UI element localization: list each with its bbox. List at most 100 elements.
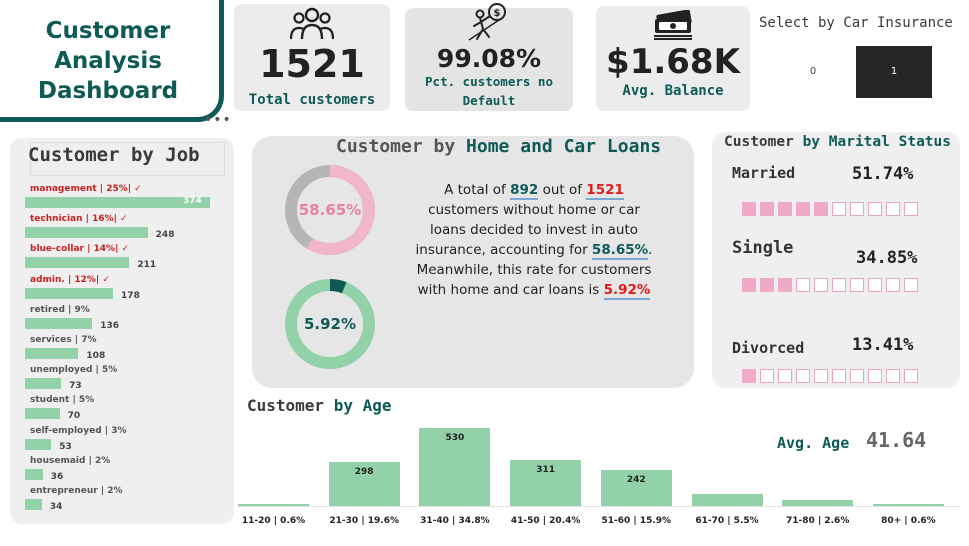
age-title: Customer by Age xyxy=(247,396,392,415)
job-count: 374 xyxy=(183,196,202,206)
job-row[interactable]: blue-collar | 14%| ✓ 211 xyxy=(25,244,156,270)
marital-square xyxy=(904,369,918,383)
age-bar xyxy=(510,460,582,506)
loans-panel: Customer by Home and Car Loans 58.65% 5.… xyxy=(252,136,694,388)
title-line-1: Customer Analysis xyxy=(45,18,171,74)
job-bar xyxy=(25,378,62,390)
job-label: admin. | 12%| ✓ xyxy=(30,274,110,285)
avg-balance-value: $1.68K xyxy=(606,42,740,82)
debt-free-icon: $ xyxy=(405,2,573,46)
no-loans-donut xyxy=(285,165,375,255)
job-label: student | 5% xyxy=(30,395,95,406)
job-count: 108 xyxy=(86,351,106,361)
marital-square xyxy=(886,278,900,292)
age-bar xyxy=(782,500,854,506)
kpi-total-customers: 1521 Total customers xyxy=(234,4,390,111)
single-pct: 34.85% xyxy=(856,248,918,268)
more-options-icon[interactable]: ••• xyxy=(204,112,232,128)
no-loans-pct: 58.65% xyxy=(298,201,362,219)
rate-with-loans: 5.92% xyxy=(603,282,651,300)
married-squares xyxy=(742,202,918,216)
marital-square xyxy=(760,202,774,216)
marital-square xyxy=(904,202,918,216)
dashboard-title-card: Customer Analysis Dashboard xyxy=(0,0,224,122)
age-title-a: Customer xyxy=(247,396,334,415)
job-row[interactable]: retired | 9% 136 xyxy=(25,304,119,331)
avg-age-value: 41.64 xyxy=(866,428,927,452)
age-category-label: 31-40 | 34.8% xyxy=(420,516,490,526)
slicer-option-1[interactable]: 1 xyxy=(856,46,932,98)
job-label: retired | 9% xyxy=(30,304,90,315)
age-category-label: 21-30 | 19.6% xyxy=(329,516,399,526)
job-row[interactable]: technician | 16%| ✓ 248 xyxy=(25,214,174,240)
avg-balance-label: Avg. Balance xyxy=(622,83,724,99)
age-category-label: 11-20 | 0.6% xyxy=(241,516,306,526)
job-row[interactable]: housemaid | 2% 36 xyxy=(25,456,110,482)
no-default-label-line2: Default xyxy=(462,93,516,108)
marital-title: Customer by Marital Status xyxy=(724,134,951,150)
loans-title: Customer by Home and Car Loans xyxy=(336,136,661,157)
job-count: 211 xyxy=(137,260,157,271)
job-count: 73 xyxy=(69,381,82,392)
marital-square xyxy=(778,278,792,292)
job-bar xyxy=(25,348,79,359)
job-count: 34 xyxy=(49,502,63,512)
job-row[interactable]: services | 7% 108 xyxy=(25,335,105,361)
ring2-arc xyxy=(285,279,375,369)
single-label: Single xyxy=(732,238,794,258)
marital-square xyxy=(760,369,774,383)
age-bar-value: 311 xyxy=(536,465,555,476)
slicer-option-0[interactable]: 0 xyxy=(809,66,817,77)
kpi-no-default: $ 99.08% Pct. customers no Default xyxy=(405,3,573,111)
job-row[interactable]: self-employed | 3% 53 xyxy=(25,426,126,452)
marital-square xyxy=(886,202,900,216)
job-bar xyxy=(25,257,130,269)
age-category-label: 61-70 | 5.5% xyxy=(695,516,759,526)
married-pct: 51.74% xyxy=(852,164,914,184)
job-label: entrepreneur | 2% xyxy=(30,486,123,496)
age-axis-baseline xyxy=(238,506,960,507)
count-no-loans: 892 xyxy=(510,182,539,200)
job-label: management | 25%| ✓ xyxy=(30,184,142,194)
rate-no-loans: 58.65% xyxy=(591,242,649,260)
age-bar xyxy=(328,462,400,506)
marital-square xyxy=(814,369,828,383)
job-count: 136 xyxy=(100,320,120,331)
marital-square xyxy=(832,369,846,383)
no-default-value: 99.08% xyxy=(436,44,542,73)
marital-square xyxy=(814,202,828,216)
kpi-avg-balance: $1.68K Avg. Balance xyxy=(596,6,750,111)
marital-panel: Customer by Marital Status Married 51.74… xyxy=(712,132,960,388)
no-default-label: Pct. customers no Default xyxy=(405,72,573,110)
age-bar xyxy=(419,428,491,506)
job-count: 53 xyxy=(59,441,72,452)
marital-square xyxy=(904,278,918,292)
marital-square xyxy=(778,369,792,383)
job-row[interactable]: management | 25%| ✓ 374 xyxy=(25,184,210,208)
with-loans-pct: 5.92% xyxy=(303,315,357,333)
no-default-label-line1: Pct. customers no xyxy=(425,74,553,89)
divorced-squares xyxy=(742,369,918,383)
marital-square xyxy=(868,369,882,383)
married-label: Married xyxy=(732,164,796,182)
job-bar xyxy=(25,197,210,208)
job-row[interactable]: entrepreneur | 2% 34 xyxy=(25,486,123,512)
job-row[interactable]: student | 5% 70 xyxy=(25,395,95,421)
age-bar xyxy=(691,493,763,506)
age-bar xyxy=(238,504,309,506)
age-bar xyxy=(872,504,944,506)
marital-square xyxy=(868,202,882,216)
job-bar xyxy=(25,438,52,450)
loans-title-a: Customer by xyxy=(336,136,467,157)
divorced-pct: 13.41% xyxy=(852,335,914,355)
marital-square xyxy=(850,369,864,383)
job-header-frame xyxy=(30,142,225,176)
divorced-label: Divorced xyxy=(732,339,805,357)
job-row[interactable]: unemployed | 5% 73 xyxy=(25,365,117,391)
job-bar xyxy=(25,499,42,510)
age-bar-value: 242 xyxy=(626,475,646,486)
marital-square xyxy=(742,369,756,383)
age-bar-value: 530 xyxy=(445,433,465,443)
job-row[interactable]: admin. | 12%| ✓ 178 xyxy=(25,274,140,301)
job-bar xyxy=(25,227,148,239)
